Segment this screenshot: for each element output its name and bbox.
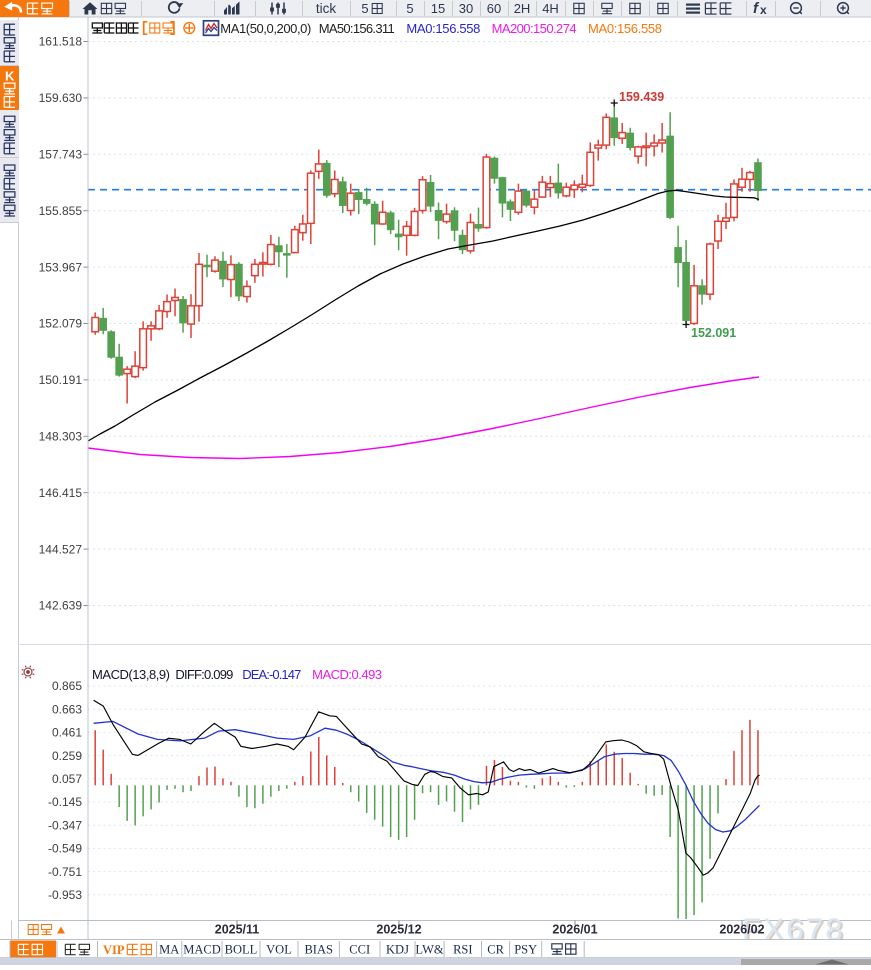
- svg-text:0.461: 0.461: [52, 726, 82, 740]
- svg-text:2H: 2H: [514, 1, 531, 16]
- svg-text:144.527: 144.527: [39, 542, 83, 556]
- svg-text:153.967: 153.967: [39, 260, 83, 274]
- svg-text:MA: MA: [159, 943, 179, 957]
- svg-text:-0.953: -0.953: [48, 888, 82, 902]
- svg-text:-0.549: -0.549: [48, 842, 82, 856]
- svg-text:x: x: [760, 3, 767, 17]
- svg-text:DEA:-0.147: DEA:-0.147: [242, 667, 301, 682]
- svg-text:KDJ: KDJ: [386, 943, 409, 957]
- svg-text:MACD(13,8,9): MACD(13,8,9): [92, 667, 170, 682]
- svg-text:2026/01: 2026/01: [552, 923, 597, 937]
- svg-text:155.855: 155.855: [39, 204, 83, 218]
- svg-text:159.439: 159.439: [619, 90, 664, 104]
- svg-text:f: f: [753, 0, 760, 17]
- svg-text:MA0:156.558: MA0:156.558: [406, 21, 480, 36]
- svg-text:2025/11: 2025/11: [215, 923, 260, 937]
- svg-text:MACD: MACD: [183, 943, 221, 957]
- svg-text:0.663: 0.663: [52, 702, 82, 716]
- svg-text:30: 30: [459, 1, 473, 16]
- svg-text:-0.751: -0.751: [48, 865, 82, 879]
- svg-text:159.630: 159.630: [39, 91, 83, 105]
- svg-text:2025/12: 2025/12: [376, 923, 421, 937]
- svg-text:146.415: 146.415: [39, 486, 83, 500]
- svg-text:157.743: 157.743: [39, 148, 83, 162]
- svg-text:150.191: 150.191: [39, 373, 83, 387]
- svg-text:142.639: 142.639: [39, 599, 83, 613]
- svg-text:0.259: 0.259: [52, 749, 82, 763]
- svg-text:152.091: 152.091: [691, 326, 736, 340]
- svg-text:-0.347: -0.347: [48, 818, 82, 832]
- svg-text:MA50:156.311: MA50:156.311: [319, 21, 395, 36]
- svg-text:tick: tick: [316, 1, 337, 16]
- svg-text:MA200:150.274: MA200:150.274: [492, 21, 577, 36]
- svg-text:K: K: [5, 68, 15, 83]
- svg-text:152.079: 152.079: [39, 317, 83, 331]
- svg-text:CCI: CCI: [349, 943, 370, 957]
- svg-text:5: 5: [406, 1, 413, 16]
- svg-text:0.057: 0.057: [52, 772, 82, 786]
- svg-text:BIAS: BIAS: [304, 943, 333, 957]
- svg-text:4H: 4H: [542, 1, 559, 16]
- svg-text:LW&: LW&: [415, 943, 444, 957]
- svg-text:DIFF:0.099: DIFF:0.099: [175, 667, 233, 682]
- svg-text:60: 60: [487, 1, 501, 16]
- svg-text:2026/02: 2026/02: [719, 923, 764, 937]
- svg-text:PSY: PSY: [514, 943, 537, 957]
- svg-text:MACD:0.493: MACD:0.493: [312, 667, 382, 682]
- svg-text:148.303: 148.303: [39, 430, 83, 444]
- svg-text:-0.145: -0.145: [48, 795, 82, 809]
- svg-text:161.518: 161.518: [39, 35, 83, 49]
- svg-text:BOLL: BOLL: [225, 943, 258, 957]
- svg-text:CR: CR: [487, 943, 504, 957]
- svg-text:5: 5: [361, 1, 368, 16]
- svg-text:RSI: RSI: [453, 943, 472, 957]
- svg-text:VOL: VOL: [266, 943, 292, 957]
- svg-text:MA1(50,0,200,0): MA1(50,0,200,0): [220, 21, 311, 36]
- svg-text:MA0:156.558: MA0:156.558: [588, 21, 662, 36]
- svg-text:15: 15: [431, 1, 445, 16]
- svg-text:0.865: 0.865: [52, 679, 82, 693]
- svg-text:VIP: VIP: [103, 943, 125, 957]
